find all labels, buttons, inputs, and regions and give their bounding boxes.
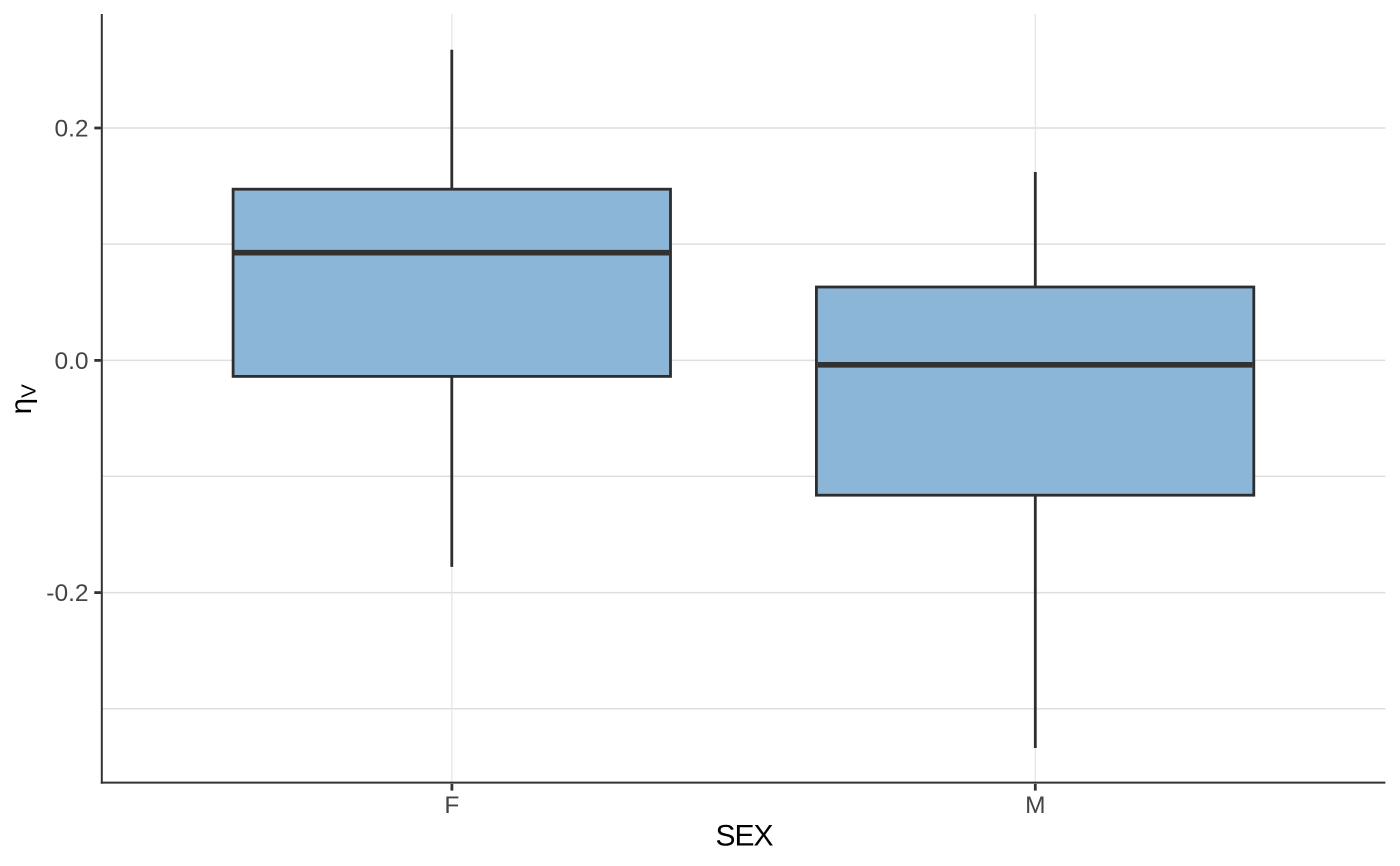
svg-text:F: F	[444, 792, 459, 819]
svg-text:M: M	[1025, 792, 1045, 819]
svg-text:0.0: 0.0	[54, 348, 88, 375]
svg-text:0.2: 0.2	[54, 116, 88, 143]
svg-text:-0.2: -0.2	[46, 580, 88, 607]
svg-text:SEX: SEX	[715, 820, 773, 853]
